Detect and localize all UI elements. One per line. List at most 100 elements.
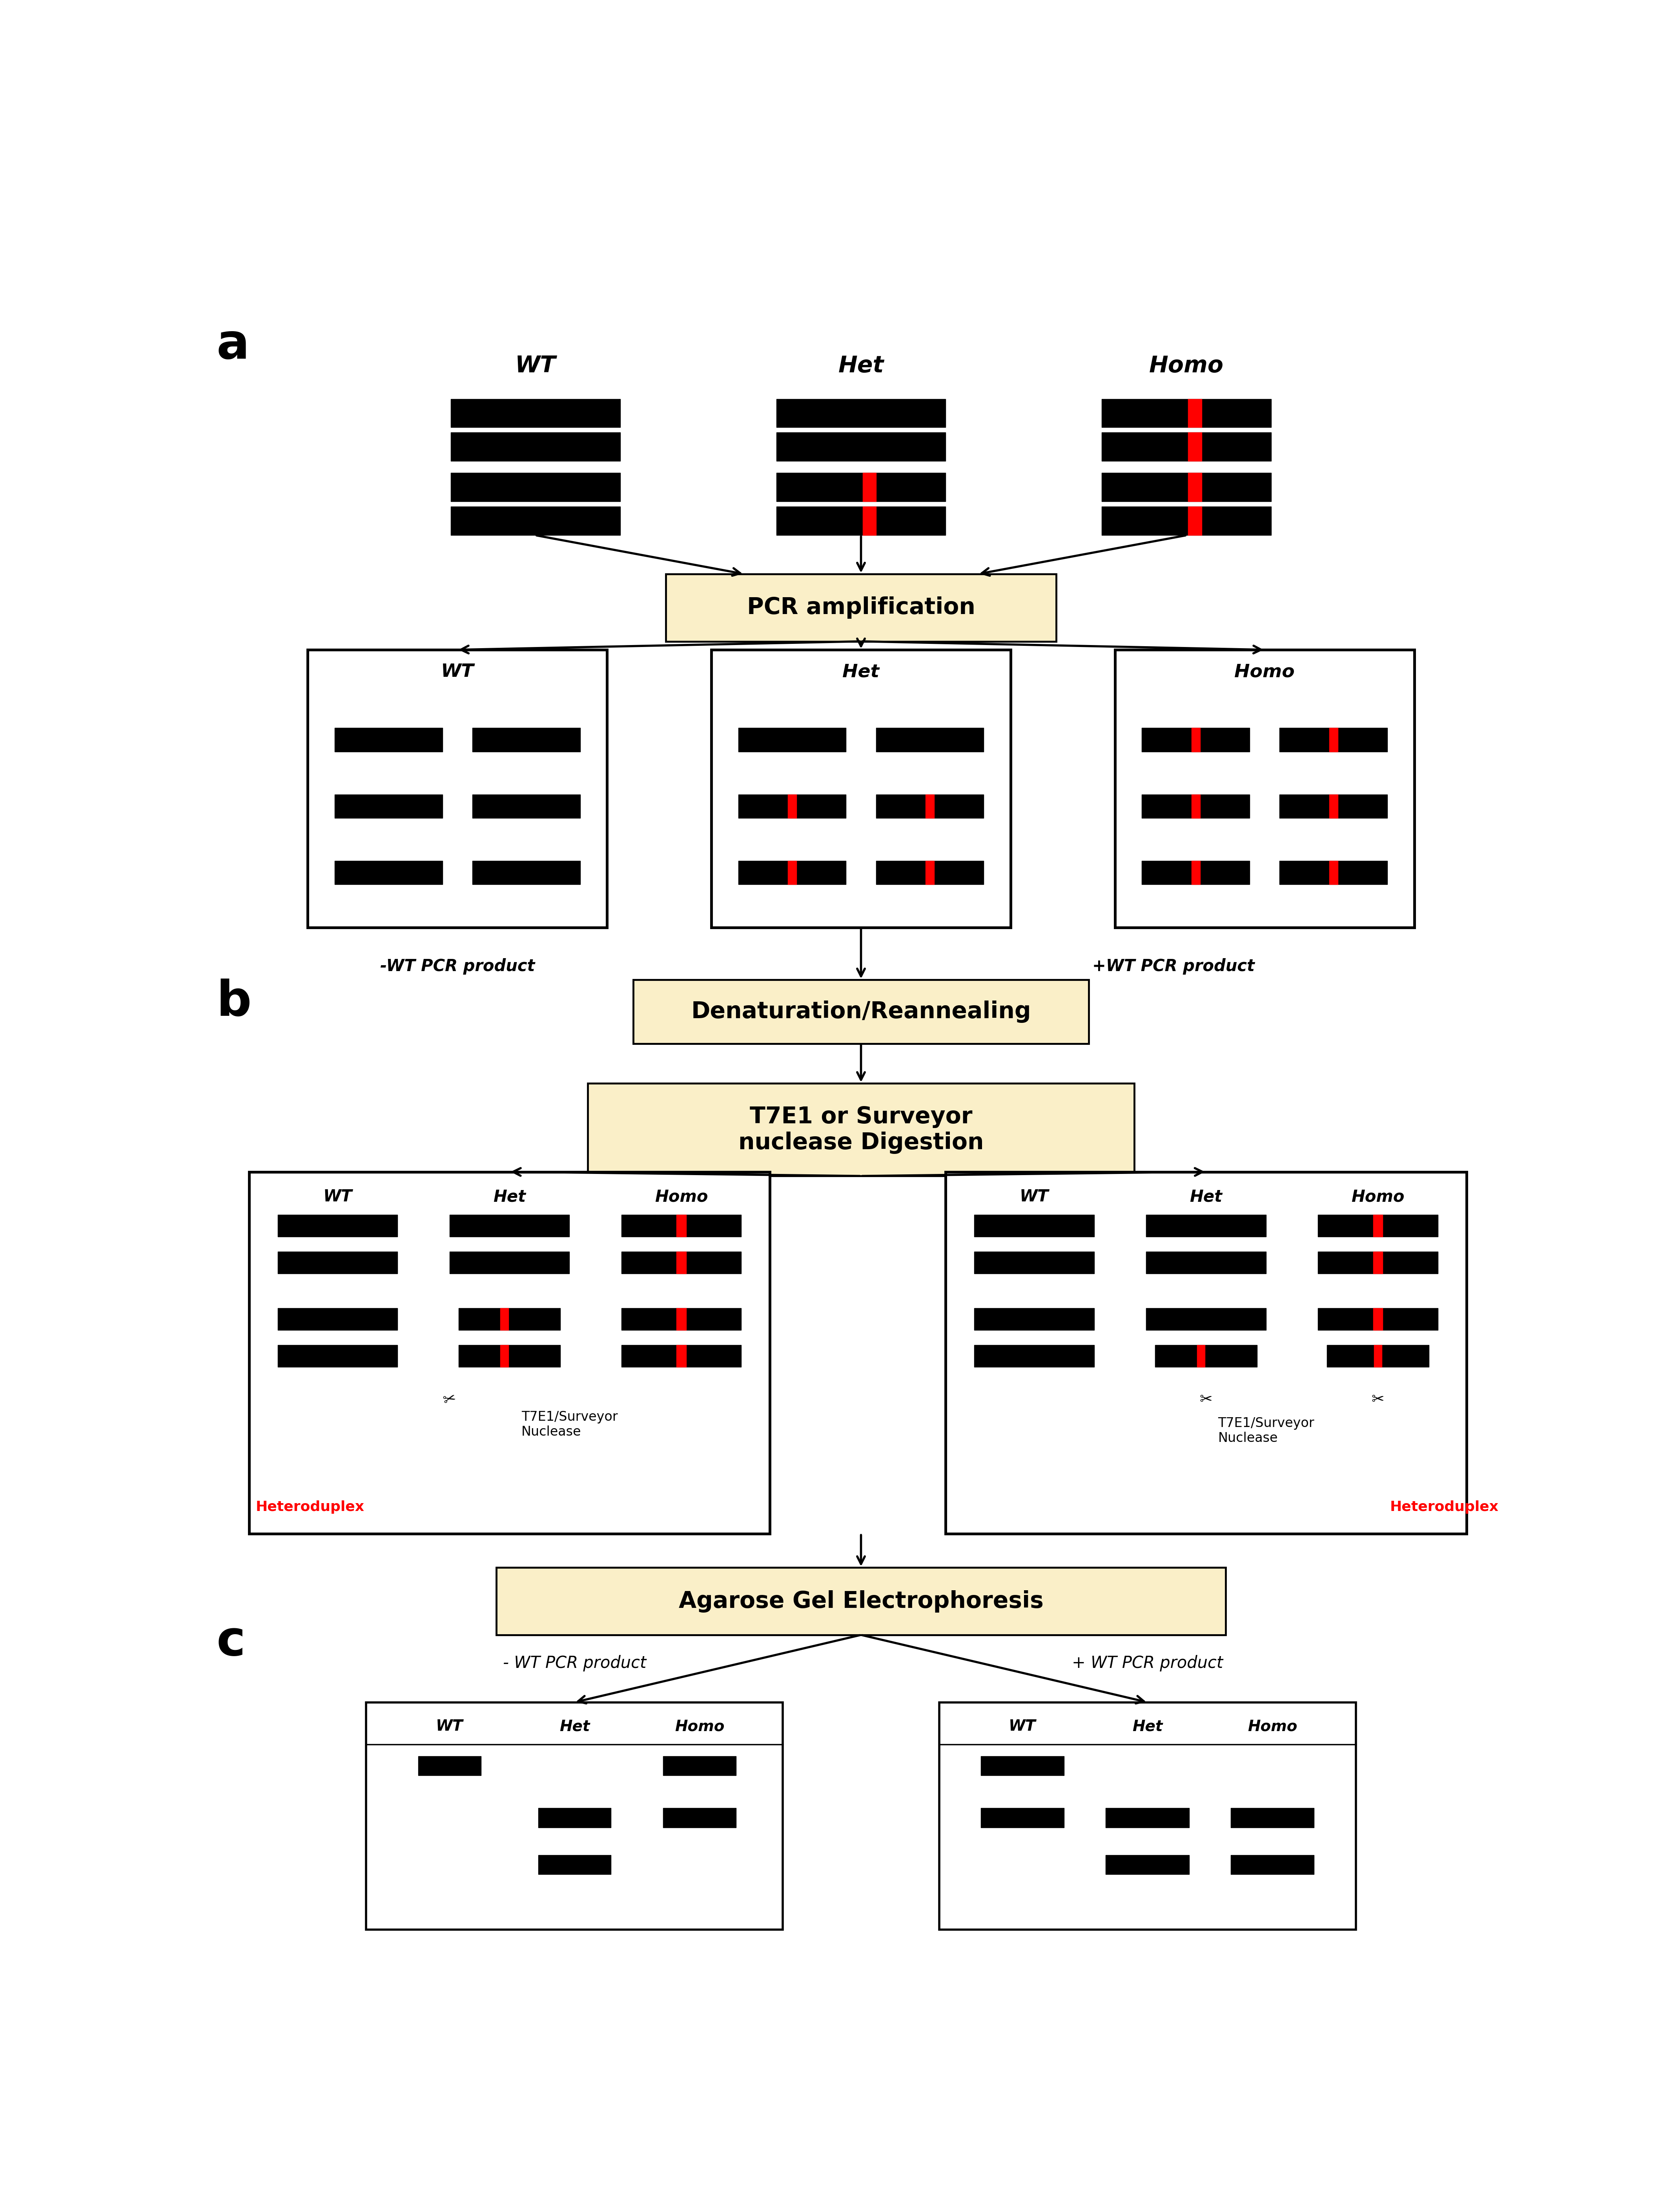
Bar bbox=[974, 1251, 1094, 1273]
Text: Het: Het bbox=[843, 663, 879, 680]
Text: WT: WT bbox=[435, 1719, 464, 1734]
Bar bbox=[450, 507, 620, 536]
Bar bbox=[981, 1756, 1063, 1776]
Bar bbox=[974, 1308, 1094, 1330]
Text: c: c bbox=[217, 1618, 245, 1666]
Bar bbox=[1142, 862, 1250, 884]
Text: +WT PCR product: +WT PCR product bbox=[1092, 958, 1255, 975]
Bar bbox=[664, 1809, 736, 1828]
Text: Homo: Homo bbox=[1248, 1719, 1297, 1734]
Text: T7E1 or Surveyor
nuclease Digestion: T7E1 or Surveyor nuclease Digestion bbox=[738, 1107, 984, 1155]
Bar bbox=[472, 862, 580, 884]
Text: Homo: Homo bbox=[675, 1719, 724, 1734]
Bar bbox=[1191, 862, 1200, 884]
Bar bbox=[711, 650, 1011, 927]
Bar bbox=[1329, 794, 1337, 818]
Bar bbox=[776, 472, 946, 501]
Bar bbox=[334, 728, 442, 752]
Bar bbox=[1373, 1251, 1383, 1273]
Bar bbox=[1319, 1308, 1438, 1330]
Bar bbox=[1105, 1809, 1189, 1828]
Bar bbox=[677, 1251, 685, 1273]
Bar bbox=[450, 1251, 570, 1273]
Bar bbox=[1102, 472, 1272, 501]
Bar bbox=[501, 1345, 509, 1367]
Bar bbox=[1319, 1251, 1438, 1273]
Bar bbox=[788, 794, 796, 818]
Bar bbox=[677, 1214, 685, 1236]
Bar bbox=[1329, 728, 1337, 752]
Bar bbox=[1319, 1214, 1438, 1236]
Text: Homo: Homo bbox=[1149, 354, 1223, 376]
Bar bbox=[1374, 1345, 1383, 1367]
Bar bbox=[1156, 1345, 1257, 1367]
Text: Het: Het bbox=[1189, 1190, 1223, 1205]
Bar bbox=[974, 1214, 1094, 1236]
Bar bbox=[1231, 1809, 1314, 1828]
Text: Het: Het bbox=[559, 1719, 590, 1734]
Bar bbox=[472, 794, 580, 818]
Bar bbox=[307, 650, 606, 927]
Bar bbox=[738, 794, 847, 818]
Bar bbox=[1373, 1308, 1383, 1330]
Bar bbox=[249, 1172, 769, 1533]
Bar bbox=[1188, 433, 1201, 461]
Bar bbox=[622, 1345, 741, 1367]
Bar bbox=[1280, 794, 1388, 818]
Bar bbox=[939, 1701, 1356, 1929]
Bar bbox=[1280, 862, 1388, 884]
Bar bbox=[450, 433, 620, 461]
Text: - WT PCR product: - WT PCR product bbox=[502, 1656, 647, 1671]
Bar bbox=[875, 794, 984, 818]
Text: PCR amplification: PCR amplification bbox=[748, 597, 974, 619]
Bar bbox=[1102, 507, 1272, 536]
Bar bbox=[776, 507, 946, 536]
Bar bbox=[1329, 862, 1337, 884]
Bar bbox=[946, 1172, 1467, 1533]
Bar bbox=[501, 1308, 509, 1330]
Bar bbox=[450, 398, 620, 426]
Bar bbox=[497, 1568, 1226, 1636]
Bar bbox=[738, 862, 847, 884]
Text: ✂: ✂ bbox=[1200, 1391, 1213, 1406]
Bar bbox=[738, 728, 847, 752]
Text: Denaturation/Reannealing: Denaturation/Reannealing bbox=[690, 1002, 1032, 1024]
Text: ✂: ✂ bbox=[442, 1391, 457, 1408]
Bar bbox=[864, 472, 877, 501]
Bar bbox=[277, 1345, 398, 1367]
Text: WT: WT bbox=[516, 354, 556, 376]
Bar bbox=[1188, 472, 1201, 501]
Bar bbox=[776, 433, 946, 461]
Bar bbox=[981, 1809, 1063, 1828]
Bar bbox=[334, 862, 442, 884]
Bar bbox=[366, 1701, 783, 1929]
Text: Het: Het bbox=[494, 1190, 526, 1205]
Bar bbox=[1116, 650, 1415, 927]
Text: + WT PCR product: + WT PCR product bbox=[1072, 1656, 1223, 1671]
Text: WT: WT bbox=[1020, 1190, 1048, 1205]
Bar bbox=[1373, 1214, 1383, 1236]
Bar bbox=[1105, 1855, 1189, 1874]
Bar bbox=[277, 1214, 398, 1236]
Bar bbox=[459, 1308, 561, 1330]
Bar bbox=[1142, 794, 1250, 818]
Bar bbox=[1191, 794, 1200, 818]
Bar bbox=[788, 862, 796, 884]
Bar bbox=[277, 1308, 398, 1330]
Bar bbox=[875, 862, 984, 884]
Bar bbox=[472, 728, 580, 752]
Text: Heteroduplex: Heteroduplex bbox=[1389, 1500, 1499, 1513]
Bar bbox=[1142, 728, 1250, 752]
Bar bbox=[875, 728, 984, 752]
Text: Het: Het bbox=[1132, 1719, 1163, 1734]
Bar bbox=[1231, 1855, 1314, 1874]
Bar bbox=[633, 980, 1089, 1043]
Text: T7E1/Surveyor
Nuclease: T7E1/Surveyor Nuclease bbox=[521, 1411, 618, 1439]
Bar bbox=[277, 1251, 398, 1273]
Bar bbox=[1146, 1214, 1267, 1236]
Bar bbox=[1196, 1345, 1205, 1367]
Text: Homo: Homo bbox=[1235, 663, 1295, 680]
Text: Agarose Gel Electrophoresis: Agarose Gel Electrophoresis bbox=[679, 1590, 1043, 1612]
Bar bbox=[1146, 1251, 1267, 1273]
Bar bbox=[418, 1756, 480, 1776]
